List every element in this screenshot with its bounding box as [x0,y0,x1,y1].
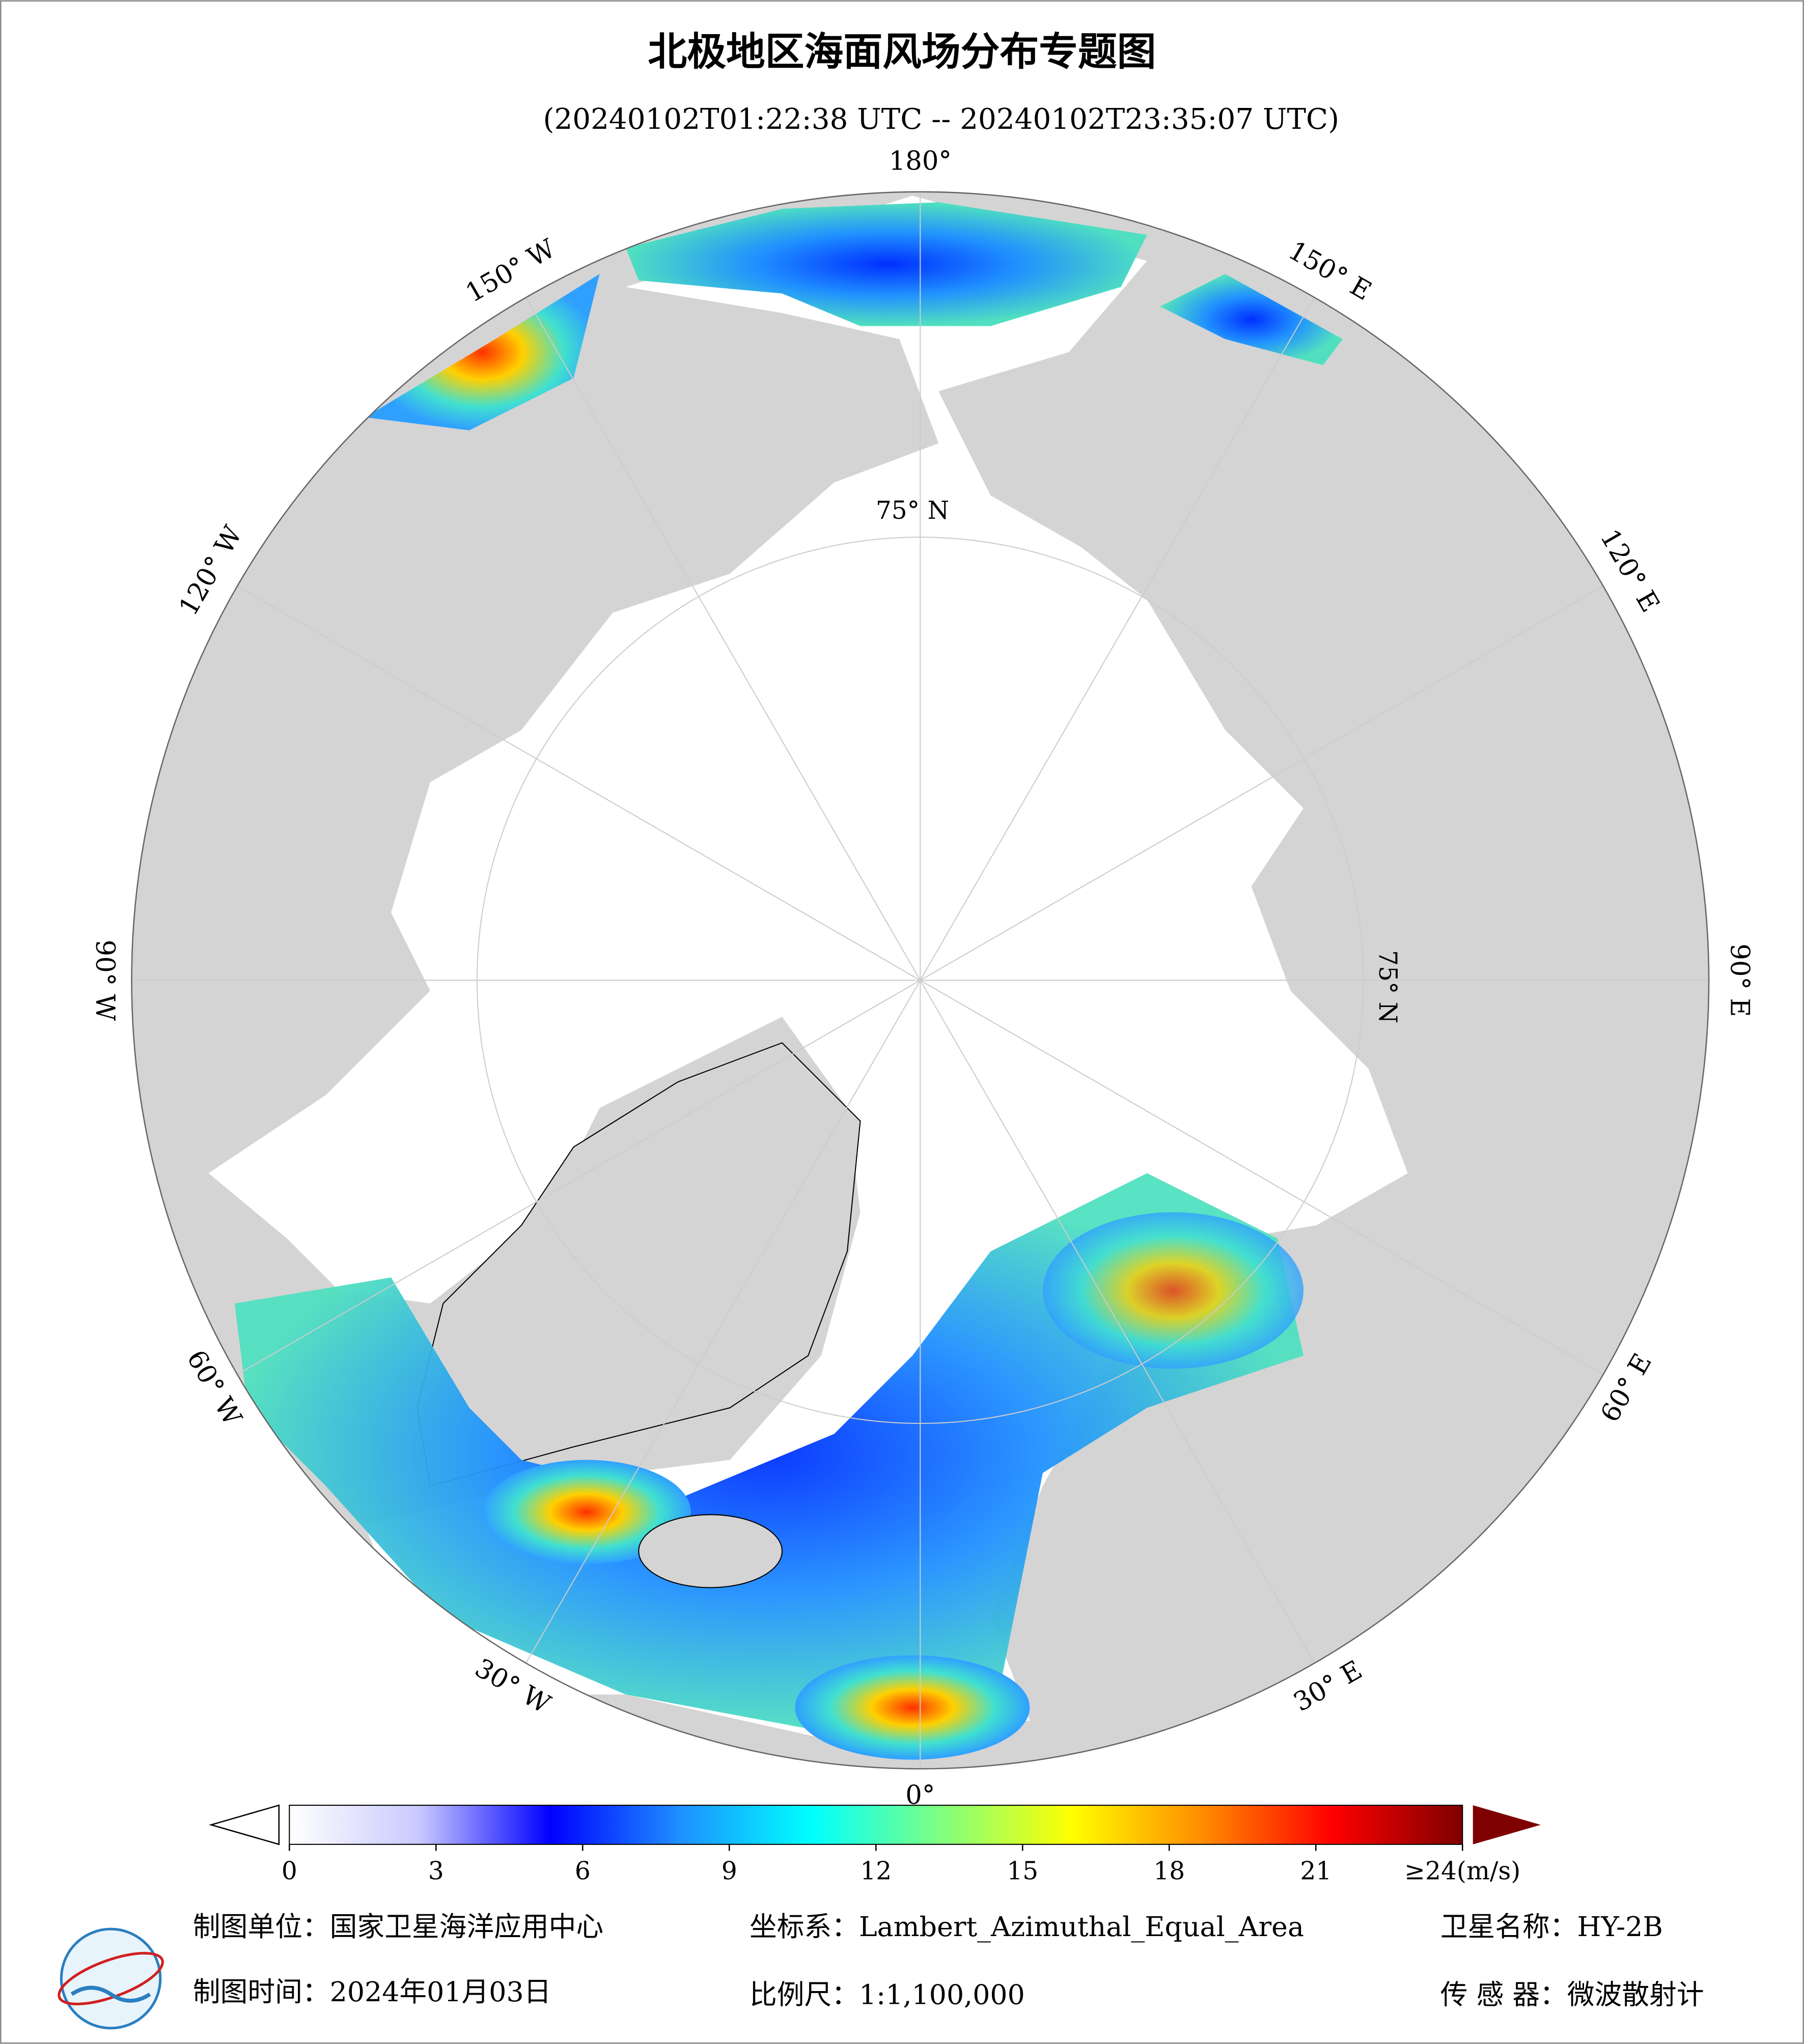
wind-field [234,1173,1303,1734]
colorbar: 0 3 6 9 12 15 18 21 ≥24(m/s) [209,1804,1541,1886]
wind-field [365,274,600,431]
colorbar-tick-label: 15 [1007,1857,1038,1886]
wind-field [1042,1212,1303,1369]
meridian [237,979,921,1375]
colorbar-tick-label: ≥24(m/s) [1404,1857,1520,1886]
meridian [920,979,1604,1375]
meridian [525,297,921,981]
footer-date: 制图时间：2024年01月03日 [193,1976,551,2008]
iceland [638,1514,783,1588]
longitude-label: 90° E [1724,943,1755,1017]
colorbar-over [1473,1805,1541,1844]
colorbar-tick-label: 0 [282,1857,297,1886]
colorbar-tick-label: 21 [1300,1857,1331,1886]
logo [58,1927,164,2030]
latitude-label: 75° N [876,496,949,525]
meridian [525,980,921,1664]
parallel [476,537,1364,1424]
wind-field [482,1460,691,1564]
wind-field [625,202,1147,326]
meridian [237,585,921,981]
footer-unit: 制图单位：国家卫星海洋应用中心 [193,1911,603,1943]
footer-sensor: 传 感 器：微波散射计 [1440,1978,1704,2010]
longitude-label: 90° W [90,940,120,1021]
colorbar-tick-label: 9 [721,1857,737,1886]
meridian [920,297,1315,981]
colorbar-under [209,1804,280,1845]
footer-satellite: 卫星名称：HY-2B [1440,1911,1663,1943]
map-border [131,191,1710,1770]
colorbar-tick-label: 6 [575,1857,591,1886]
meridian [920,585,1604,981]
title: 北极地区海面风场分布专题图 [648,29,1156,75]
colorbar-tick-label: 12 [860,1857,892,1886]
subtitle: (20240102T01:22:38 UTC -- 20240102T23:35… [543,103,1340,136]
colorbar-tick-label: 3 [428,1857,444,1886]
colorbar-scale [289,1805,1463,1845]
footer-coords: 坐标系：Lambert_Azimuthal_Equal_Area [750,1911,1304,1943]
meridian [920,980,1315,1664]
greenland [417,1042,861,1487]
latitude-label: 75° N [1373,950,1402,1023]
wind-field [1160,274,1343,366]
longitude-label: 180° [889,146,952,176]
footer-scale: 比例尺：1:1,100,000 [750,1978,1025,2010]
colorbar-tick-label: 18 [1153,1857,1185,1886]
wind-field [795,1655,1030,1760]
